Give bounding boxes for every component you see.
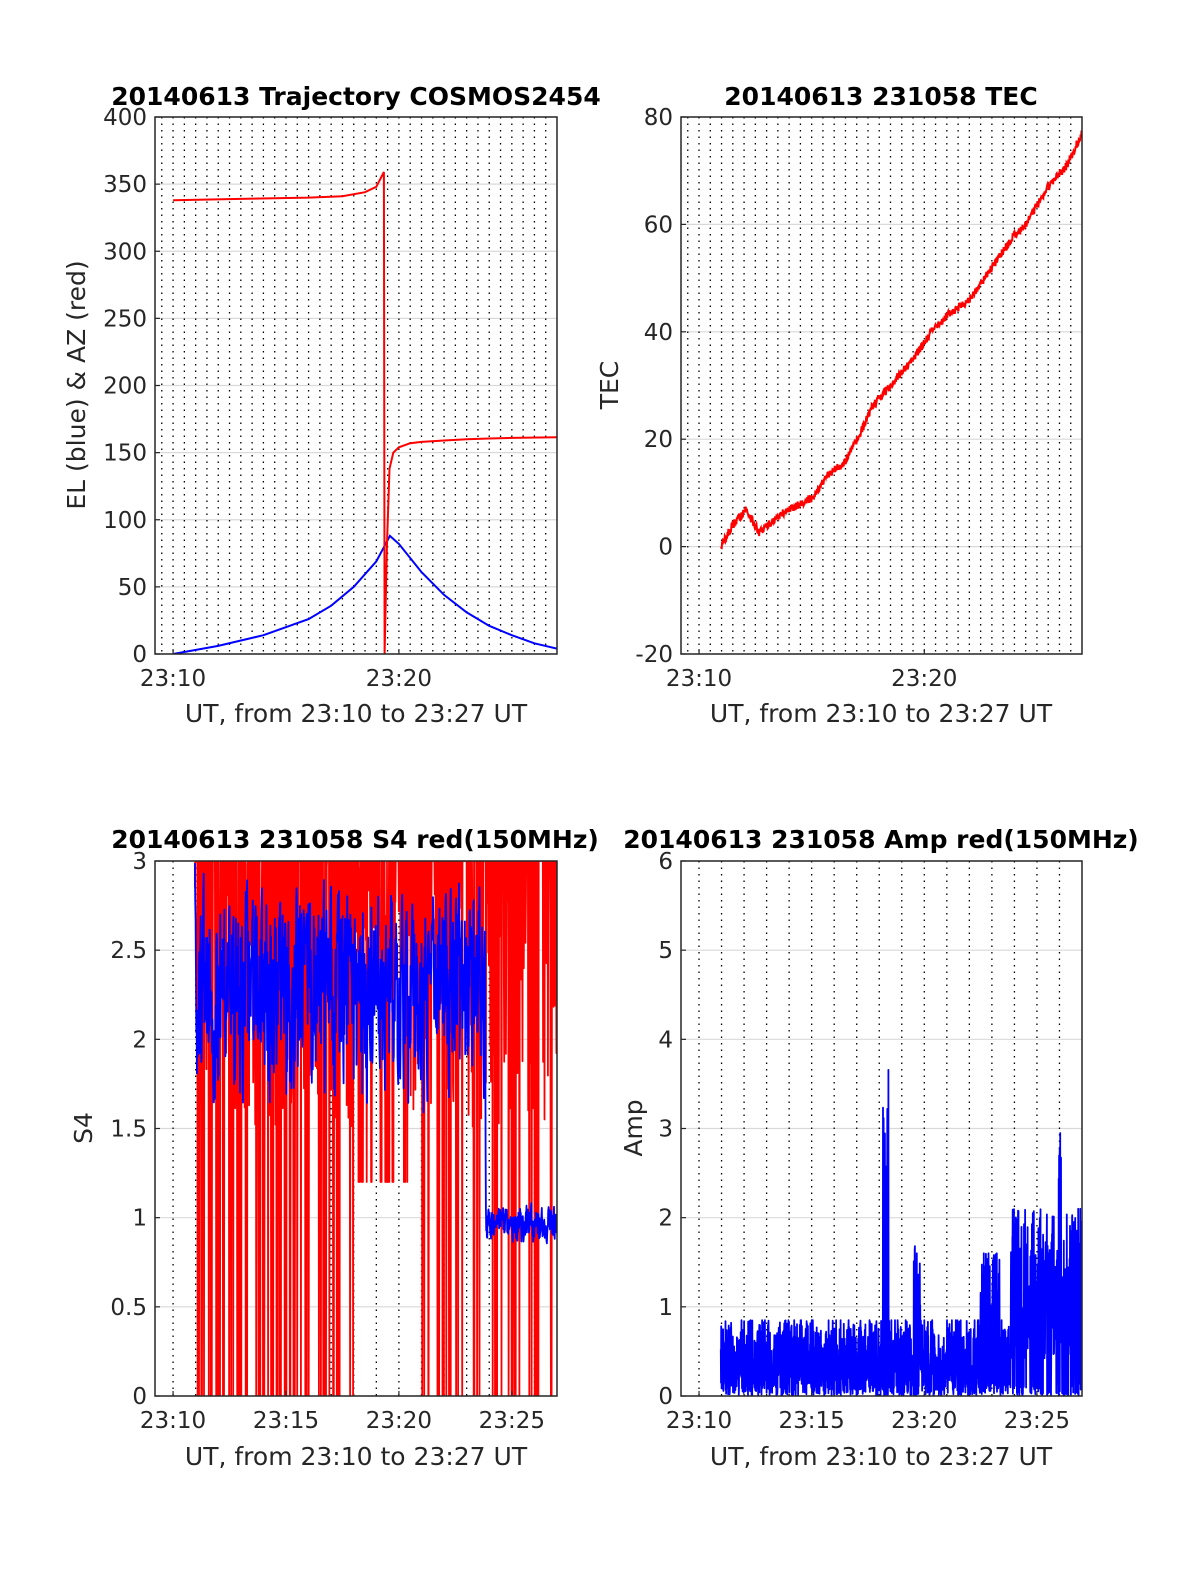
y-axis-label-trajectory: EL (blue) & AZ (red) bbox=[62, 260, 91, 509]
series-line bbox=[173, 171, 557, 654]
x-axis-label-tec: UT, from 23:10 to 23:27 UT bbox=[710, 699, 1053, 728]
plot-amp bbox=[719, 1069, 1082, 1396]
plot-tec bbox=[719, 130, 1082, 550]
y-tick-label: 0 bbox=[658, 1384, 673, 1410]
y-tick-label: 20 bbox=[644, 427, 673, 453]
x-tick-label: 23:10 bbox=[140, 666, 206, 692]
y-tick-label: 0 bbox=[132, 1384, 147, 1410]
panel-s4: 0 0.5 1 1.5 2 2.5 3 23:10 23:15 23:20 23:25 UT, fr… bbox=[69, 849, 558, 1471]
x-tick-label: 23:10 bbox=[666, 666, 732, 692]
y-tick-label: 5 bbox=[658, 938, 673, 964]
grid-trajectory bbox=[155, 116, 557, 655]
y-tick-label: 100 bbox=[103, 508, 147, 534]
x-tick-label: 23:25 bbox=[1004, 1408, 1070, 1434]
x-tick-label: 23:10 bbox=[140, 1408, 206, 1434]
panel-trajectory: 20140613 Trajectory COSMOS2454 0 50 100 150… bbox=[62, 82, 601, 728]
x-tick-label: 23:20 bbox=[366, 666, 432, 692]
y-tick-label: 200 bbox=[103, 374, 147, 400]
y-axis-label-tec: TEC bbox=[595, 361, 624, 411]
series-line bbox=[194, 863, 557, 1245]
series-line bbox=[194, 861, 557, 1396]
y-tick-label: 40 bbox=[644, 320, 673, 346]
x-tick-label: 23:15 bbox=[779, 1408, 845, 1434]
x-axis-label-trajectory: UT, from 23:10 to 23:27 UT bbox=[185, 699, 528, 728]
x-tick-label: 23:20 bbox=[891, 1408, 957, 1434]
x-tick-label: 23:20 bbox=[366, 1408, 432, 1434]
axes-box-tec bbox=[680, 116, 1083, 655]
y-tick-label: 1 bbox=[132, 1206, 147, 1232]
y-tick-label: 4 bbox=[658, 1027, 673, 1053]
y-tick-label: 250 bbox=[103, 306, 147, 332]
plot-layer bbox=[194, 861, 557, 1396]
panel-title-tec: 20140613 231058 TEC bbox=[724, 82, 1037, 111]
y-tick-label: 150 bbox=[103, 441, 147, 467]
ticks-amp: 0 1 2 3 4 5 6 23:10 23:15 23:20 23:25 bbox=[658, 849, 1070, 1434]
panel-title-amp: 20140613 231058 Amp red(150MHz) bbox=[623, 825, 1139, 854]
x-tick-label: 23:10 bbox=[666, 1408, 732, 1434]
plot-layer bbox=[719, 130, 1082, 550]
y-axis-label-amp: Amp bbox=[619, 1099, 648, 1156]
y-tick-label: 350 bbox=[103, 172, 147, 198]
plot-trajectory bbox=[172, 171, 557, 654]
y-tick-label: 300 bbox=[103, 239, 147, 265]
y-tick-label: 0 bbox=[658, 535, 673, 561]
x-tick-label: 23:25 bbox=[479, 1408, 545, 1434]
y-tick-label: 3 bbox=[132, 849, 147, 875]
x-axis-label-amp: UT, from 23:10 to 23:27 UT bbox=[710, 1442, 1053, 1471]
x-axis-label-s4: UT, from 23:10 to 23:27 UT bbox=[185, 1442, 528, 1471]
y-tick-label: 50 bbox=[118, 575, 147, 601]
y-tick-label: -20 bbox=[635, 642, 673, 668]
panel-title-trajectory: 20140613 Trajectory COSMOS2454 bbox=[111, 82, 601, 111]
plot-s4 bbox=[194, 861, 557, 1396]
ticks-s4: 0 0.5 1 1.5 2 2.5 3 23:10 23:15 23:20 23:25 bbox=[110, 849, 545, 1434]
panel-amp: 0 1 2 3 4 5 6 23:10 23:15 23:20 23:25 UT, from 23:… bbox=[619, 849, 1083, 1471]
y-tick-label: 60 bbox=[644, 212, 673, 238]
grid-tec bbox=[681, 116, 1082, 655]
plot-layer bbox=[719, 1069, 1082, 1396]
y-tick-label: 2 bbox=[132, 1027, 147, 1053]
ticks-tec: -20 0 20 40 60 80 23:10 23:20 bbox=[635, 105, 957, 692]
x-tick-label: 23:15 bbox=[253, 1408, 319, 1434]
y-tick-label: 0.5 bbox=[110, 1295, 147, 1321]
y-tick-label: 6 bbox=[658, 849, 673, 875]
y-tick-label: 400 bbox=[103, 105, 147, 131]
y-tick-label: 1.5 bbox=[110, 1117, 147, 1143]
y-tick-label: 1 bbox=[658, 1295, 673, 1321]
y-tick-label: 80 bbox=[644, 105, 673, 131]
y-tick-label: 2 bbox=[658, 1206, 673, 1232]
series-line bbox=[719, 1069, 1082, 1396]
x-tick-label: 23:20 bbox=[891, 666, 957, 692]
series-line bbox=[719, 130, 1082, 550]
panel-title-s4: 20140613 231058 S4 red(150MHz) bbox=[111, 825, 599, 854]
y-tick-label: 2.5 bbox=[110, 938, 147, 964]
y-axis-label-s4: S4 bbox=[69, 1112, 98, 1144]
ticks-trajectory: 0 50 100 150 200 250 300 350 400 23:10 23:20 bbox=[103, 105, 432, 692]
y-tick-label: 0 bbox=[132, 642, 147, 668]
plot-layer bbox=[172, 171, 557, 654]
y-tick-label: 3 bbox=[658, 1117, 673, 1143]
panel-tec: 20140613 231058 TEC -20 0 20 40 60 80 23:10 23:… bbox=[595, 82, 1083, 728]
series-line bbox=[172, 534, 557, 654]
